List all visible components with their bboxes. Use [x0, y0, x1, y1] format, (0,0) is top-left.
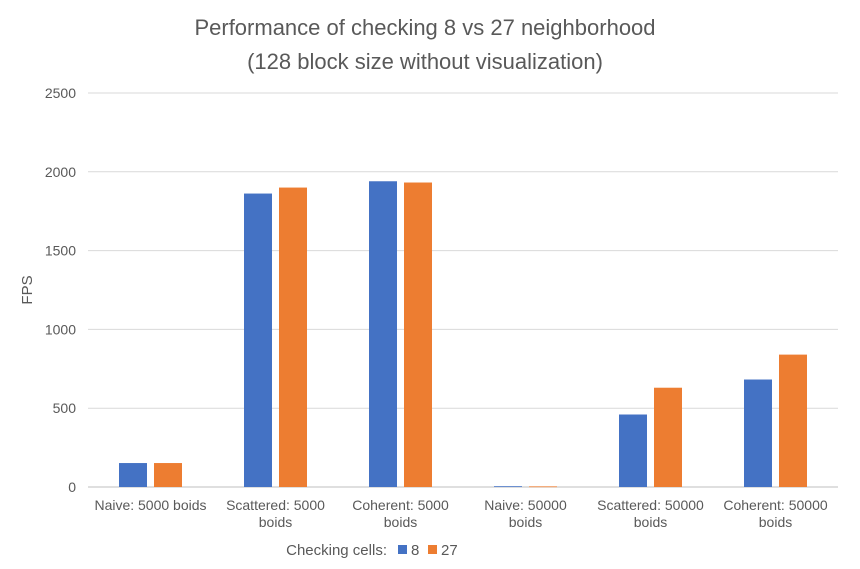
y-axis-title: FPS — [19, 275, 36, 304]
bar-27-1 — [279, 187, 307, 487]
chart-subtitle: (128 block size without visualization) — [247, 49, 603, 74]
bar-27-3 — [529, 486, 557, 488]
bars — [119, 181, 807, 488]
y-tick-label: 2500 — [45, 85, 76, 101]
legend: Checking cells: 8 27 — [286, 542, 458, 559]
bar-8-1 — [244, 193, 272, 487]
y-tick-label: 1500 — [45, 243, 76, 259]
bar-8-0 — [119, 463, 147, 487]
y-tick-label: 0 — [68, 479, 76, 495]
bar-27-0 — [154, 463, 182, 487]
legend-swatch-27 — [428, 545, 437, 554]
x-tick-label: Naive: 50000 — [484, 497, 567, 513]
x-tick-label: Naive: 5000 boids — [94, 497, 206, 513]
bar-8-3 — [494, 486, 522, 488]
y-tick-label: 2000 — [45, 164, 76, 180]
x-tick-label: Scattered: 50000 — [597, 497, 704, 513]
x-tick-label: boids — [259, 514, 292, 530]
legend-label-8: 8 — [411, 542, 419, 559]
x-tick-label: Scattered: 5000 — [226, 497, 325, 513]
bar-27-5 — [779, 354, 807, 487]
x-tick-label: Coherent: 50000 — [723, 497, 828, 513]
y-tick-label: 500 — [53, 400, 77, 416]
x-tick-label: boids — [384, 514, 417, 530]
bar-27-4 — [654, 387, 682, 487]
bar-8-5 — [744, 379, 772, 487]
x-axis-ticks: Naive: 5000 boids Scattered: 5000boidsCoh… — [94, 497, 827, 530]
bar-8-4 — [619, 414, 647, 487]
y-axis-ticks: 0 500 1000 1500 2000 2500 — [45, 85, 76, 495]
x-tick-label: Coherent: 5000 — [352, 497, 449, 513]
x-tick-label: boids — [634, 514, 667, 530]
gridlines — [88, 92, 838, 488]
legend-swatch-8 — [398, 545, 407, 554]
chart-title: Performance of checking 8 vs 27 neighbor… — [194, 15, 655, 40]
x-tick-label: boids — [759, 514, 792, 530]
legend-label-27: 27 — [441, 542, 458, 559]
legend-title: Checking cells: — [286, 542, 387, 559]
bar-27-2 — [404, 182, 432, 488]
y-tick-label: 1000 — [45, 321, 76, 337]
bar-8-2 — [369, 181, 397, 488]
x-tick-label: boids — [509, 514, 542, 530]
